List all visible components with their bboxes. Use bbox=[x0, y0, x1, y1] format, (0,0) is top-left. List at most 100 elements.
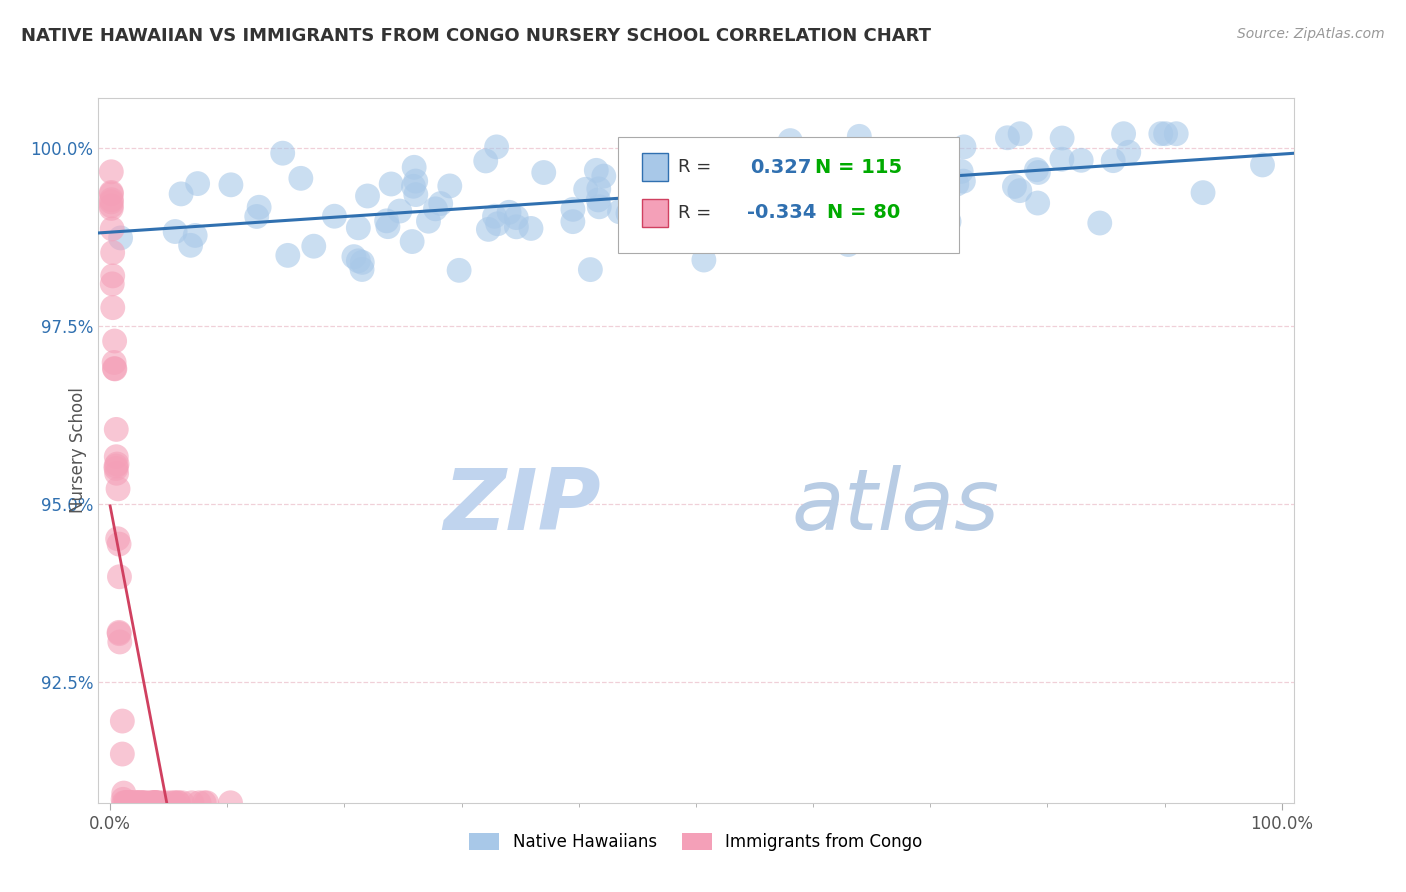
Point bbox=[163, 796, 186, 810]
Point bbox=[352, 262, 374, 277]
Point bbox=[100, 165, 122, 179]
Point bbox=[592, 169, 614, 183]
Point bbox=[848, 129, 870, 144]
Point bbox=[561, 202, 583, 217]
Point bbox=[953, 140, 976, 154]
Point bbox=[219, 796, 242, 810]
Point bbox=[111, 714, 134, 728]
Point bbox=[142, 796, 165, 810]
Point bbox=[115, 796, 138, 810]
Text: -0.334: -0.334 bbox=[748, 203, 817, 222]
Point bbox=[135, 796, 157, 810]
Point bbox=[302, 239, 325, 253]
Point bbox=[772, 178, 794, 193]
Point bbox=[120, 796, 142, 810]
Point bbox=[118, 796, 141, 810]
Point bbox=[290, 171, 312, 186]
Point bbox=[654, 197, 676, 211]
Point bbox=[115, 796, 138, 810]
Point bbox=[682, 180, 704, 194]
Point bbox=[401, 235, 423, 249]
Point bbox=[575, 182, 598, 196]
Point bbox=[136, 796, 159, 810]
Point bbox=[429, 196, 451, 211]
Bar bbox=[643, 199, 668, 227]
Point bbox=[105, 457, 128, 471]
Point bbox=[380, 177, 402, 191]
Point bbox=[121, 796, 143, 810]
Point bbox=[246, 210, 269, 224]
Point bbox=[891, 186, 914, 201]
Point bbox=[946, 177, 969, 191]
Point bbox=[142, 796, 165, 810]
Point bbox=[120, 796, 142, 810]
Text: atlas: atlas bbox=[792, 466, 1000, 549]
Point bbox=[1050, 131, 1073, 145]
Point bbox=[740, 190, 762, 204]
Point bbox=[693, 253, 716, 268]
Point bbox=[145, 796, 167, 810]
Point bbox=[108, 537, 131, 551]
Point bbox=[148, 796, 170, 810]
Point bbox=[101, 268, 124, 283]
Point bbox=[1088, 216, 1111, 230]
Point bbox=[104, 362, 127, 376]
Point bbox=[1025, 162, 1047, 177]
Point bbox=[925, 175, 948, 189]
Point bbox=[997, 130, 1019, 145]
Point bbox=[105, 422, 128, 436]
Point bbox=[184, 228, 207, 243]
FancyBboxPatch shape bbox=[619, 136, 959, 253]
Point bbox=[377, 219, 399, 234]
Point bbox=[505, 219, 527, 234]
Text: Source: ZipAtlas.com: Source: ZipAtlas.com bbox=[1237, 27, 1385, 41]
Text: ZIP: ZIP bbox=[443, 466, 600, 549]
Point bbox=[107, 482, 129, 496]
Point bbox=[896, 181, 918, 195]
Point bbox=[588, 193, 610, 207]
Point bbox=[1010, 127, 1032, 141]
Point bbox=[180, 796, 202, 810]
Point bbox=[100, 186, 122, 201]
Point bbox=[111, 747, 134, 761]
Point bbox=[630, 173, 652, 187]
Point bbox=[118, 796, 141, 810]
Text: N = 80: N = 80 bbox=[827, 203, 901, 222]
Point bbox=[356, 189, 378, 203]
Point bbox=[477, 222, 499, 236]
Point bbox=[271, 146, 294, 161]
Point bbox=[105, 458, 128, 473]
Point bbox=[579, 262, 602, 277]
Point bbox=[484, 209, 506, 223]
Point bbox=[100, 194, 122, 209]
Bar bbox=[643, 153, 668, 181]
Point bbox=[1102, 153, 1125, 168]
Point bbox=[1028, 165, 1050, 179]
Point bbox=[100, 193, 122, 207]
Point bbox=[131, 796, 153, 810]
Point bbox=[901, 156, 924, 170]
Point bbox=[112, 792, 135, 806]
Point bbox=[588, 182, 610, 196]
Point bbox=[170, 186, 193, 201]
Point bbox=[633, 144, 655, 158]
Point bbox=[107, 532, 129, 546]
Point bbox=[157, 796, 180, 810]
Point bbox=[585, 163, 607, 178]
Point bbox=[108, 626, 131, 640]
Point bbox=[794, 170, 817, 185]
Text: R =: R = bbox=[678, 158, 717, 177]
Point bbox=[1070, 153, 1092, 168]
Point bbox=[884, 155, 907, 169]
Point bbox=[110, 231, 132, 245]
Point bbox=[404, 161, 426, 175]
Point bbox=[125, 796, 148, 810]
Point bbox=[1150, 127, 1173, 141]
Point bbox=[117, 796, 139, 810]
Point bbox=[129, 796, 152, 810]
Point bbox=[952, 174, 974, 188]
Point bbox=[120, 796, 142, 810]
Point bbox=[125, 796, 148, 810]
Point bbox=[673, 152, 696, 166]
Point bbox=[163, 796, 186, 810]
